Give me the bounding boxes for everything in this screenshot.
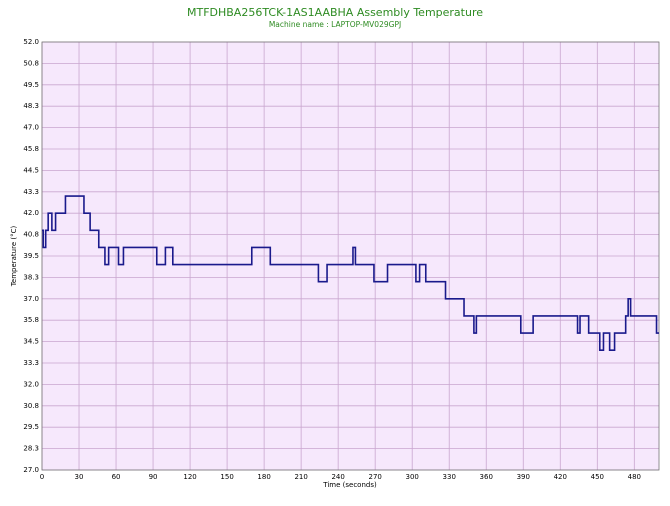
y-tick-label: 29.5 xyxy=(23,423,39,431)
y-tick-label: 30.8 xyxy=(23,402,39,410)
y-tick-label: 50.8 xyxy=(23,59,39,67)
y-tick-label: 32.0 xyxy=(23,380,39,388)
x-tick-label: 0 xyxy=(40,473,44,481)
y-tick-label: 48.3 xyxy=(23,102,39,110)
x-tick-label: 150 xyxy=(220,473,233,481)
x-tick-label: 120 xyxy=(183,473,196,481)
y-tick-label: 27.0 xyxy=(23,466,39,474)
x-tick-label: 360 xyxy=(480,473,493,481)
y-tick-label: 43.3 xyxy=(23,188,39,196)
y-tick-label: 44.5 xyxy=(23,166,39,174)
y-tick-label: 40.8 xyxy=(23,231,39,239)
x-axis-label: Time (seconds) xyxy=(322,481,377,489)
x-tick-label: 300 xyxy=(406,473,419,481)
y-tick-label: 39.5 xyxy=(23,252,39,260)
y-tick-label: 28.3 xyxy=(23,445,39,453)
y-tick-label: 34.5 xyxy=(23,338,39,346)
x-tick-label: 270 xyxy=(368,473,381,481)
x-tick-label: 240 xyxy=(331,473,344,481)
x-tick-label: 390 xyxy=(517,473,530,481)
x-tick-label: 180 xyxy=(257,473,270,481)
x-tick-label: 480 xyxy=(628,473,641,481)
x-tick-label: 330 xyxy=(443,473,456,481)
y-tick-label: 42.0 xyxy=(23,209,39,217)
y-tick-label: 47.0 xyxy=(23,124,39,132)
x-tick-label: 210 xyxy=(294,473,307,481)
y-axis-label: Temperature (°C) xyxy=(10,226,18,288)
chart-title: MTFDHBA256TCK-1AS1AABHA Assembly Tempera… xyxy=(187,6,483,19)
y-tick-label: 37.0 xyxy=(23,295,39,303)
y-tick-label: 38.3 xyxy=(23,273,39,281)
x-tick-label: 450 xyxy=(591,473,604,481)
x-tick-label: 30 xyxy=(75,473,84,481)
y-tick-label: 33.3 xyxy=(23,359,39,367)
x-tick-label: 90 xyxy=(149,473,158,481)
y-tick-label: 35.8 xyxy=(23,316,39,324)
plot-border xyxy=(41,41,660,471)
temperature-line xyxy=(42,195,659,351)
y-tick-label: 49.5 xyxy=(23,81,39,89)
chart-subtitle: Machine name : LAPTOP-MV029GPJ xyxy=(269,20,401,29)
x-tick-label: 420 xyxy=(554,473,567,481)
y-tick-label: 45.8 xyxy=(23,145,39,153)
y-tick-label: 52.0 xyxy=(23,38,39,46)
x-tick-label: 60 xyxy=(112,473,121,481)
